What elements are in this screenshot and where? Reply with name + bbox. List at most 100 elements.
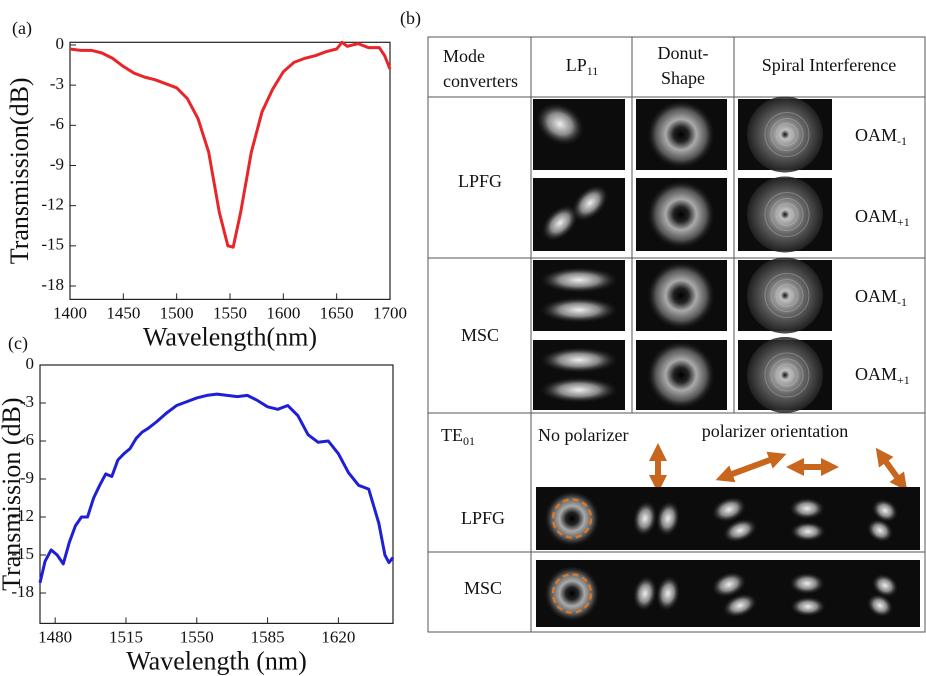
subscript: 01 <box>463 434 475 448</box>
header-cell: Donut- <box>658 43 709 63</box>
x-tick-label: 1450 <box>106 303 140 322</box>
lobe <box>789 497 825 520</box>
donut <box>647 341 715 409</box>
lobe <box>711 496 747 523</box>
lobe <box>655 575 681 612</box>
fringe <box>775 203 799 226</box>
panel-label: (b) <box>400 8 421 29</box>
oam-label: OAM+1 <box>855 364 910 387</box>
row-label: TE01 <box>441 425 475 448</box>
line <box>38 392 395 584</box>
y-axis-label: Transmission (dB) <box>0 398 26 591</box>
spiral <box>747 96 823 173</box>
x-tick-label: 1585 <box>251 627 285 646</box>
lobe <box>632 575 658 612</box>
lobe <box>535 102 585 146</box>
lobe <box>790 596 826 617</box>
subscript: -1 <box>897 134 907 148</box>
x-tick-label: 1620 <box>321 627 355 646</box>
x-tick-label: 1550 <box>213 303 247 322</box>
spiral <box>747 337 823 413</box>
spiral <box>747 257 823 334</box>
row-label: LPFG <box>461 508 505 528</box>
donut <box>647 100 715 169</box>
y-tick-label: -12 <box>11 506 34 525</box>
header-cell: Spiral Interference <box>762 55 896 75</box>
lobe <box>871 498 899 523</box>
x-axis-label: Wavelength (nm) <box>126 646 307 675</box>
fringe <box>775 123 799 146</box>
mode-images <box>533 96 920 627</box>
plot-frame <box>69 41 391 301</box>
oam-text: OAM <box>855 206 897 226</box>
fringe <box>780 368 794 382</box>
fringe <box>764 352 810 398</box>
arrow <box>875 447 908 492</box>
y-tick-label: -18 <box>41 275 64 294</box>
oam-text: OAM <box>855 286 897 306</box>
x-tick-label: 1480 <box>38 627 72 646</box>
y-axis-label: Transmission(dB) <box>5 77 34 264</box>
donut <box>647 261 715 330</box>
lobe <box>655 500 681 537</box>
subscript: +1 <box>897 373 910 387</box>
header-cell: LP11 <box>566 55 599 78</box>
table-border <box>427 36 926 633</box>
lobe <box>541 204 579 242</box>
spiral <box>747 176 823 253</box>
line <box>69 40 392 249</box>
x-tick-label: 1550 <box>180 627 214 646</box>
subscript: 11 <box>587 64 599 78</box>
y-tick-label: -9 <box>20 468 34 487</box>
row-label: MSC <box>461 325 499 345</box>
y-tick-label: -6 <box>20 430 34 449</box>
polarization-ring <box>551 573 593 614</box>
lobe <box>790 521 826 542</box>
row-label: LPFG <box>458 171 502 191</box>
lobe <box>571 184 609 222</box>
panel-label: (a) <box>12 18 32 39</box>
oam-text: OAM <box>855 125 897 145</box>
lobe <box>711 571 747 598</box>
lobe <box>789 572 825 595</box>
table-grid <box>427 36 926 633</box>
polarization-ring <box>551 498 593 539</box>
lobe <box>871 573 899 598</box>
plot-frame <box>39 364 394 624</box>
oam-label: OAM-1 <box>855 286 907 309</box>
oam-text: OAM <box>855 364 897 384</box>
fringe <box>775 363 799 387</box>
lobe <box>539 297 619 323</box>
header-cell: converters <box>443 71 518 91</box>
lobe <box>539 347 619 373</box>
annotation: polarizer orientation <box>702 421 848 441</box>
y-tick-label: -3 <box>20 392 34 411</box>
lobe <box>722 593 758 618</box>
donut <box>647 180 715 249</box>
y-tick-label: -9 <box>50 154 64 173</box>
y-tick-label: 0 <box>26 354 35 373</box>
y-tick-label: -3 <box>50 74 64 93</box>
fringe <box>764 192 810 237</box>
header-cell: Shape <box>661 68 705 88</box>
lobe <box>866 518 894 543</box>
subscript: +1 <box>897 215 910 229</box>
x-tick-label: 1515 <box>109 627 143 646</box>
fringe <box>770 198 804 231</box>
x-axis-label: Wavelength(nm) <box>143 322 317 351</box>
lobe <box>539 377 619 403</box>
x-tick-label: 1400 <box>53 303 87 322</box>
fringe <box>780 289 794 302</box>
y-tick-label: 0 <box>56 34 65 53</box>
lobe <box>866 593 894 618</box>
y-tick-label: -6 <box>50 114 64 133</box>
mode-text: TE <box>441 425 463 445</box>
subscript: -1 <box>897 295 907 309</box>
oam-label: OAM-1 <box>855 125 907 148</box>
header-cell: Mode <box>443 46 485 66</box>
fringe <box>775 284 799 307</box>
oam-label: OAM+1 <box>855 206 910 229</box>
x-tick-label: 1650 <box>320 303 354 322</box>
